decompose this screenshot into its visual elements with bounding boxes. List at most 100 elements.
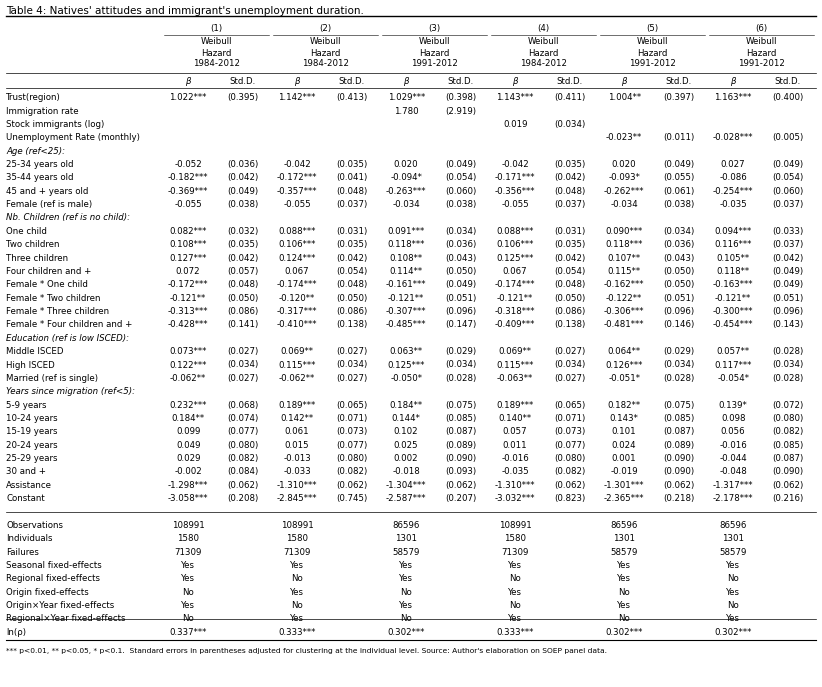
Text: (0.138): (0.138) (336, 320, 367, 329)
Text: (0.147): (0.147) (445, 320, 476, 329)
Text: -0.121**: -0.121** (497, 293, 533, 303)
Text: 0.333***: 0.333*** (279, 628, 316, 637)
Text: *** p<0.01, ** p<0.05, * p<0.1.  Standard errors in parentheses adjusted for clu: *** p<0.01, ** p<0.05, * p<0.1. Standard… (6, 649, 607, 654)
Text: -0.055: -0.055 (501, 200, 529, 209)
Text: Yes: Yes (181, 561, 195, 570)
Text: (0.082): (0.082) (772, 427, 803, 436)
Text: -0.300***: -0.300*** (713, 307, 754, 316)
Text: No: No (618, 614, 630, 623)
Text: (0.043): (0.043) (445, 254, 476, 262)
Text: (0.043): (0.043) (663, 254, 695, 262)
Text: No: No (727, 601, 739, 610)
Text: (0.028): (0.028) (663, 374, 695, 383)
Text: Yes: Yes (399, 574, 413, 583)
Text: (0.031): (0.031) (336, 227, 367, 236)
Text: Female (ref is male): Female (ref is male) (6, 200, 92, 209)
Text: -2.845***: -2.845*** (277, 494, 317, 503)
Text: Female * Three children: Female * Three children (6, 307, 109, 316)
Text: -0.428***: -0.428*** (168, 320, 209, 329)
Text: 0.027: 0.027 (721, 160, 746, 169)
Text: 58579: 58579 (392, 548, 420, 556)
Text: Yes: Yes (617, 561, 631, 570)
Text: 0.015: 0.015 (285, 440, 309, 450)
Text: -0.055: -0.055 (284, 200, 311, 209)
Text: (0.037): (0.037) (772, 240, 803, 249)
Text: No: No (618, 587, 630, 597)
Text: No: No (727, 574, 739, 583)
Text: 108991: 108991 (499, 521, 532, 530)
Text: Table 4: Natives' attitudes and immigrant's unemployment duration.: Table 4: Natives' attitudes and immigran… (6, 6, 364, 16)
Text: (0.049): (0.049) (445, 280, 476, 289)
Text: -0.307***: -0.307*** (386, 307, 427, 316)
Text: -0.013: -0.013 (284, 454, 311, 463)
Text: 5-9 years: 5-9 years (6, 401, 47, 409)
Text: (0.035): (0.035) (336, 240, 367, 249)
Text: (0.035): (0.035) (554, 240, 585, 249)
Text: (0.048): (0.048) (227, 280, 258, 289)
Text: -0.062**: -0.062** (170, 374, 206, 383)
Text: (0.068): (0.068) (227, 401, 258, 409)
Text: 1580: 1580 (178, 534, 199, 543)
Text: (2.919): (2.919) (446, 106, 476, 115)
Text: (1): (1) (210, 23, 223, 32)
Text: (0.077): (0.077) (336, 440, 367, 450)
Text: Immigration rate: Immigration rate (6, 106, 79, 115)
Text: -0.485***: -0.485*** (386, 320, 427, 329)
Text: 1.780: 1.780 (394, 106, 418, 115)
Text: Yes: Yes (290, 561, 304, 570)
Text: -0.042: -0.042 (501, 160, 529, 169)
Text: No: No (510, 574, 521, 583)
Text: β: β (512, 76, 518, 85)
Text: 0.126***: 0.126*** (606, 361, 643, 370)
Text: -1.310***: -1.310*** (277, 481, 317, 490)
Text: -0.317***: -0.317*** (277, 307, 317, 316)
Text: β: β (621, 76, 627, 85)
Text: (0.048): (0.048) (554, 280, 585, 289)
Text: (0.042): (0.042) (554, 173, 585, 182)
Text: (0.823): (0.823) (554, 494, 585, 503)
Text: -0.172***: -0.172*** (277, 173, 317, 182)
Text: (0.055): (0.055) (663, 173, 695, 182)
Text: (0.065): (0.065) (336, 401, 367, 409)
Text: 0.063**: 0.063** (390, 347, 423, 356)
Text: -0.318***: -0.318*** (495, 307, 535, 316)
Text: Std.D.: Std.D. (229, 76, 256, 85)
Text: 71309: 71309 (174, 548, 202, 556)
Text: Origin×Year fixed-effects: Origin×Year fixed-effects (6, 601, 114, 610)
Text: 0.118***: 0.118*** (606, 240, 643, 249)
Text: Hazard: Hazard (529, 49, 559, 58)
Text: (0.400): (0.400) (772, 93, 803, 102)
Text: 0.025: 0.025 (394, 440, 418, 450)
Text: (0.411): (0.411) (554, 93, 585, 102)
Text: -0.063**: -0.063** (497, 374, 533, 383)
Text: -2.587***: -2.587*** (386, 494, 427, 503)
Text: 58579: 58579 (611, 548, 638, 556)
Text: 0.115***: 0.115*** (496, 361, 533, 370)
Text: 0.124***: 0.124*** (279, 254, 316, 262)
Text: (0.049): (0.049) (227, 187, 258, 196)
Text: (0.054): (0.054) (336, 267, 367, 276)
Text: -1.298***: -1.298*** (168, 481, 208, 490)
Text: Yes: Yes (508, 614, 522, 623)
Text: Origin fixed-effects: Origin fixed-effects (6, 587, 89, 597)
Text: Trust(region): Trust(region) (6, 93, 61, 102)
Text: No: No (400, 587, 412, 597)
Text: (0.037): (0.037) (336, 200, 367, 209)
Text: β: β (186, 76, 191, 85)
Text: Female * One child: Female * One child (6, 280, 88, 289)
Text: 0.108**: 0.108** (390, 254, 423, 262)
Text: -0.174***: -0.174*** (495, 280, 535, 289)
Text: -1.317***: -1.317*** (713, 481, 754, 490)
Text: 0.105**: 0.105** (717, 254, 750, 262)
Text: (0.027): (0.027) (554, 347, 585, 356)
Text: -0.044: -0.044 (719, 454, 747, 463)
Text: 1580: 1580 (286, 534, 308, 543)
Text: Hazard: Hazard (419, 49, 450, 58)
Text: -3.032***: -3.032*** (495, 494, 535, 503)
Text: Hazard: Hazard (201, 49, 232, 58)
Text: -0.016: -0.016 (719, 440, 747, 450)
Text: (0.090): (0.090) (663, 454, 695, 463)
Text: No: No (510, 601, 521, 610)
Text: (0.042): (0.042) (772, 254, 803, 262)
Text: (0.413): (0.413) (336, 93, 367, 102)
